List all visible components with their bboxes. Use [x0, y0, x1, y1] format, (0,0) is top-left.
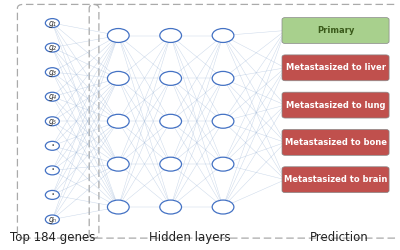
Text: Top 184 genes: Top 184 genes	[10, 231, 95, 244]
Text: Primary: Primary	[317, 26, 354, 35]
Text: Metastasized to lung: Metastasized to lung	[286, 100, 385, 110]
Text: ·: ·	[50, 139, 54, 153]
FancyBboxPatch shape	[282, 167, 389, 192]
Circle shape	[160, 72, 182, 85]
Text: Metastasized to brain: Metastasized to brain	[284, 175, 387, 184]
Circle shape	[212, 114, 234, 128]
Circle shape	[45, 215, 59, 224]
Circle shape	[108, 157, 129, 171]
Text: g₂: g₂	[48, 43, 56, 52]
Circle shape	[160, 200, 182, 214]
Circle shape	[212, 200, 234, 214]
Text: Hidden layers: Hidden layers	[149, 231, 231, 244]
Circle shape	[45, 18, 59, 28]
Text: g₅: g₅	[48, 117, 56, 126]
Circle shape	[160, 28, 182, 42]
Text: Prediction: Prediction	[310, 231, 369, 244]
Circle shape	[45, 92, 59, 101]
Circle shape	[45, 141, 59, 150]
Circle shape	[108, 28, 129, 42]
Circle shape	[45, 190, 59, 200]
FancyBboxPatch shape	[282, 130, 389, 155]
Text: ·: ·	[50, 163, 54, 177]
FancyBboxPatch shape	[282, 18, 389, 44]
Circle shape	[212, 157, 234, 171]
FancyBboxPatch shape	[282, 92, 389, 118]
Text: Metastasized to bone: Metastasized to bone	[284, 138, 386, 147]
Text: gₙ: gₙ	[48, 215, 56, 224]
Circle shape	[212, 72, 234, 85]
Text: g₄: g₄	[48, 92, 56, 101]
Circle shape	[45, 43, 59, 52]
Circle shape	[160, 157, 182, 171]
Circle shape	[160, 114, 182, 128]
Circle shape	[108, 114, 129, 128]
FancyBboxPatch shape	[282, 55, 389, 81]
Text: ·: ·	[50, 188, 54, 202]
Text: g₃: g₃	[48, 68, 56, 77]
Circle shape	[108, 200, 129, 214]
Circle shape	[45, 117, 59, 126]
Text: Metastasized to liver: Metastasized to liver	[286, 63, 386, 72]
Text: g₁: g₁	[48, 18, 56, 28]
Circle shape	[108, 72, 129, 85]
Circle shape	[45, 68, 59, 77]
Circle shape	[212, 28, 234, 42]
Circle shape	[45, 166, 59, 175]
